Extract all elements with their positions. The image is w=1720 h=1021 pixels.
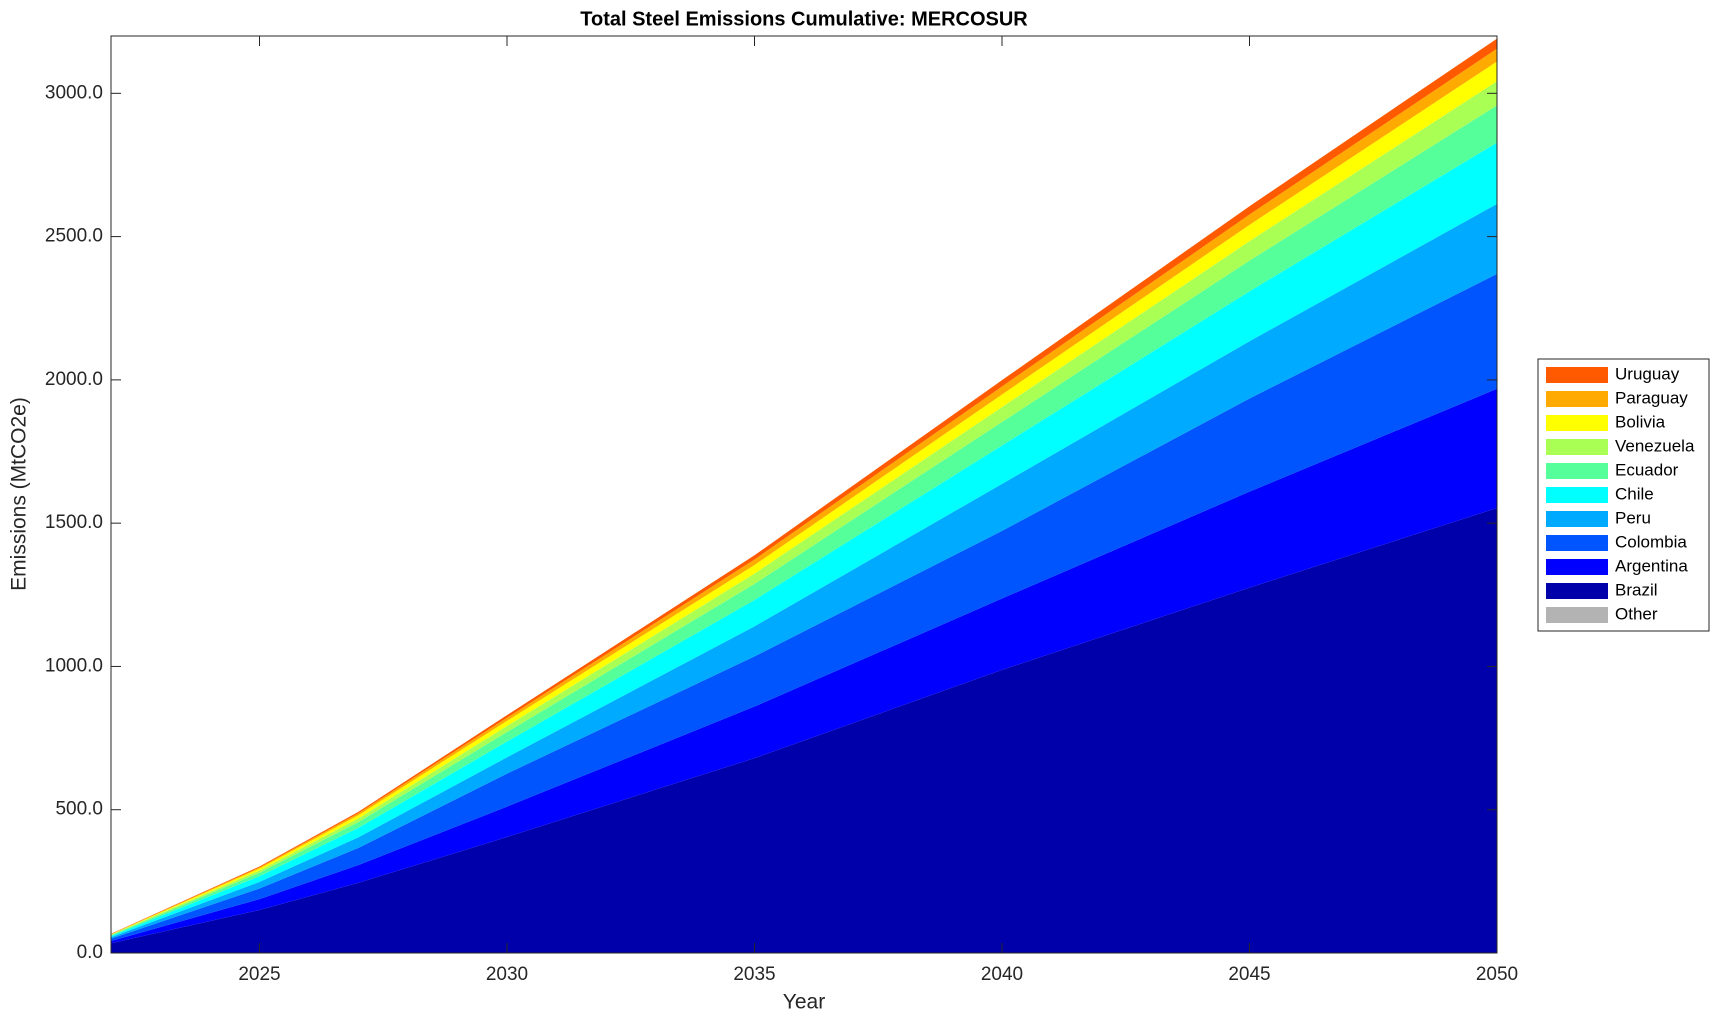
- legend-swatch: [1546, 535, 1608, 551]
- y-axis-title: Emissions (MtCO2e): [8, 397, 31, 591]
- legend-swatch: [1546, 463, 1608, 479]
- legend-swatch: [1546, 511, 1608, 527]
- y-tick-label: 3000.0: [45, 82, 103, 103]
- legend-swatch: [1546, 583, 1608, 599]
- x-tick-label: 2035: [733, 964, 775, 985]
- legend-label: Paraguay: [1615, 388, 1688, 407]
- legend-label: Colombia: [1615, 532, 1687, 551]
- x-tick-label: 2040: [981, 964, 1023, 985]
- legend-label: Other: [1615, 604, 1658, 623]
- x-axis-title: Year: [783, 991, 825, 1014]
- y-tick-label: 500.0: [55, 799, 103, 820]
- legend-label: Venezuela: [1615, 436, 1695, 455]
- x-tick-label: 2025: [238, 964, 280, 985]
- area: [111, 507, 1497, 953]
- y-tick-label: 0.0: [77, 942, 103, 963]
- legend-swatch: [1546, 607, 1608, 623]
- legend-label: Ecuador: [1615, 460, 1679, 479]
- legend-swatch: [1546, 439, 1608, 455]
- legend-label: Chile: [1615, 484, 1654, 503]
- chart-title: Total Steel Emissions Cumulative: MERCOS…: [580, 8, 1028, 30]
- legend-label: Bolivia: [1615, 412, 1666, 431]
- y-tick-label: 2500.0: [45, 226, 103, 247]
- legend-swatch: [1546, 487, 1608, 503]
- x-tick-label: 2045: [1228, 964, 1270, 985]
- legend-label: Uruguay: [1615, 364, 1680, 383]
- legend-swatch: [1546, 391, 1608, 407]
- y-tick-label: 1000.0: [45, 655, 103, 676]
- legend-swatch: [1546, 415, 1608, 431]
- legend-swatch: [1546, 559, 1608, 575]
- y-tick-label: 2000.0: [45, 369, 103, 390]
- x-tick-label: 2030: [486, 964, 528, 985]
- axes-box: [110, 35, 1498, 954]
- y-tick-label: 1500.0: [45, 512, 103, 533]
- legend-label: Brazil: [1615, 580, 1658, 599]
- legend-swatch: [1546, 367, 1608, 383]
- legend-label: Argentina: [1615, 556, 1688, 575]
- x-tick-label: 2050: [1476, 964, 1518, 985]
- legend-label: Peru: [1615, 508, 1651, 527]
